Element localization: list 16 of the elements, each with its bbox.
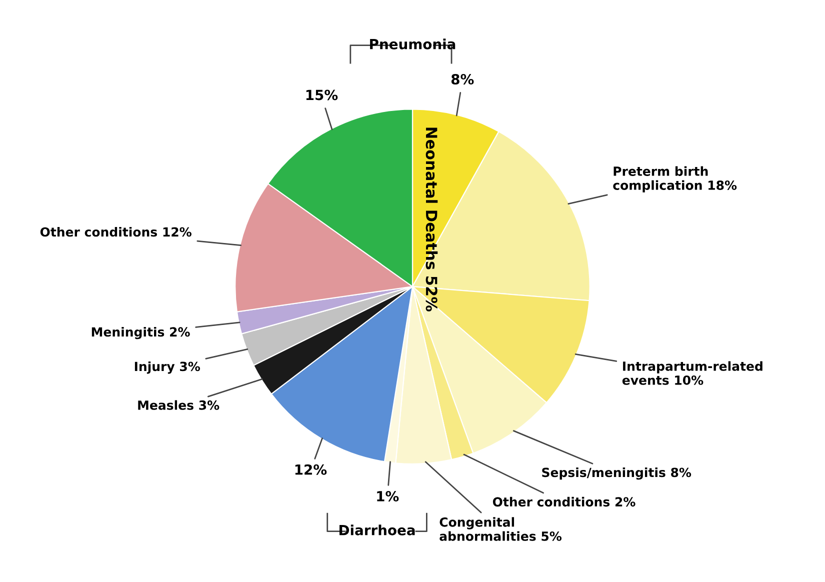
data-label: 15% [306, 90, 338, 100]
slice-label: Other conditions 12% [40, 226, 192, 237]
slice-label: Meningitis 2% [92, 326, 190, 340]
slice-label: Other conditions 2% [492, 496, 636, 507]
text: Pneumonia [370, 38, 456, 50]
slice-label: Congenital abnormalities 5% [440, 517, 562, 541]
data-label: 8% [451, 74, 474, 84]
slice-label: Preterm birth complication 18% [613, 166, 737, 192]
data-label: 12% [295, 464, 327, 475]
slice-label: Measles 3% [138, 400, 220, 410]
data-label: 1% [377, 490, 399, 502]
text: Neonatal Deaths 52% [426, 128, 438, 312]
text: Diarrhoea [340, 524, 415, 536]
slice-label: Injury 3% [134, 361, 200, 374]
slice-label: Intrapartum-related events 10% [622, 361, 762, 385]
slice-label: Sepsis/meningitis 8% [542, 467, 692, 480]
